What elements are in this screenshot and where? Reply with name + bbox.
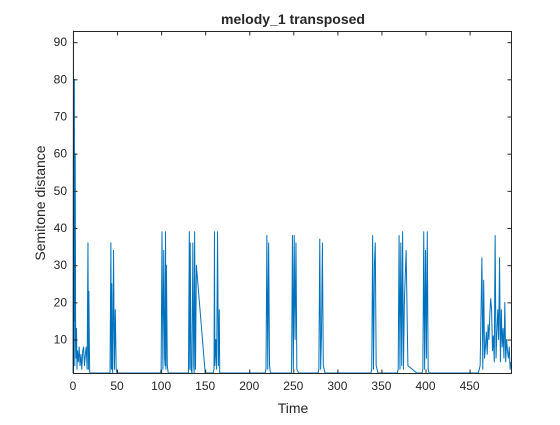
y-axis-label: Semitone distance xyxy=(32,145,48,260)
x-axis-ticks: 0 50 100 150 200 250 300 350 400 450 xyxy=(70,31,480,393)
x-axis-label: Time xyxy=(278,400,309,416)
y-tick-label: 30 xyxy=(54,258,68,272)
y-tick-label: 90 xyxy=(54,35,68,49)
x-tick-label: 100 xyxy=(151,379,171,393)
y-tick-label: 80 xyxy=(54,72,68,86)
y-tick-label: 40 xyxy=(54,221,68,235)
chart-title: melody_1 transposed xyxy=(221,11,365,27)
y-tick-label: 20 xyxy=(54,295,68,309)
x-tick-label: 400 xyxy=(415,379,435,393)
x-tick-label: 250 xyxy=(283,379,303,393)
x-tick-label: 300 xyxy=(327,379,347,393)
y-tick-label: 70 xyxy=(54,110,68,124)
x-tick-label: 450 xyxy=(460,379,480,393)
x-tick-label: 150 xyxy=(195,379,215,393)
x-tick-label: 350 xyxy=(371,379,391,393)
y-tick-label: 60 xyxy=(54,147,68,161)
x-tick-label: 200 xyxy=(239,379,259,393)
x-tick-label: 50 xyxy=(110,379,124,393)
plot-area xyxy=(73,31,512,374)
x-tick-label: 0 xyxy=(70,379,77,393)
y-tick-label: 10 xyxy=(54,333,68,347)
y-axis-ticks: 10 20 30 40 50 60 70 80 90 xyxy=(54,35,512,347)
axes-box xyxy=(73,31,512,374)
y-tick-label: 50 xyxy=(54,184,68,198)
